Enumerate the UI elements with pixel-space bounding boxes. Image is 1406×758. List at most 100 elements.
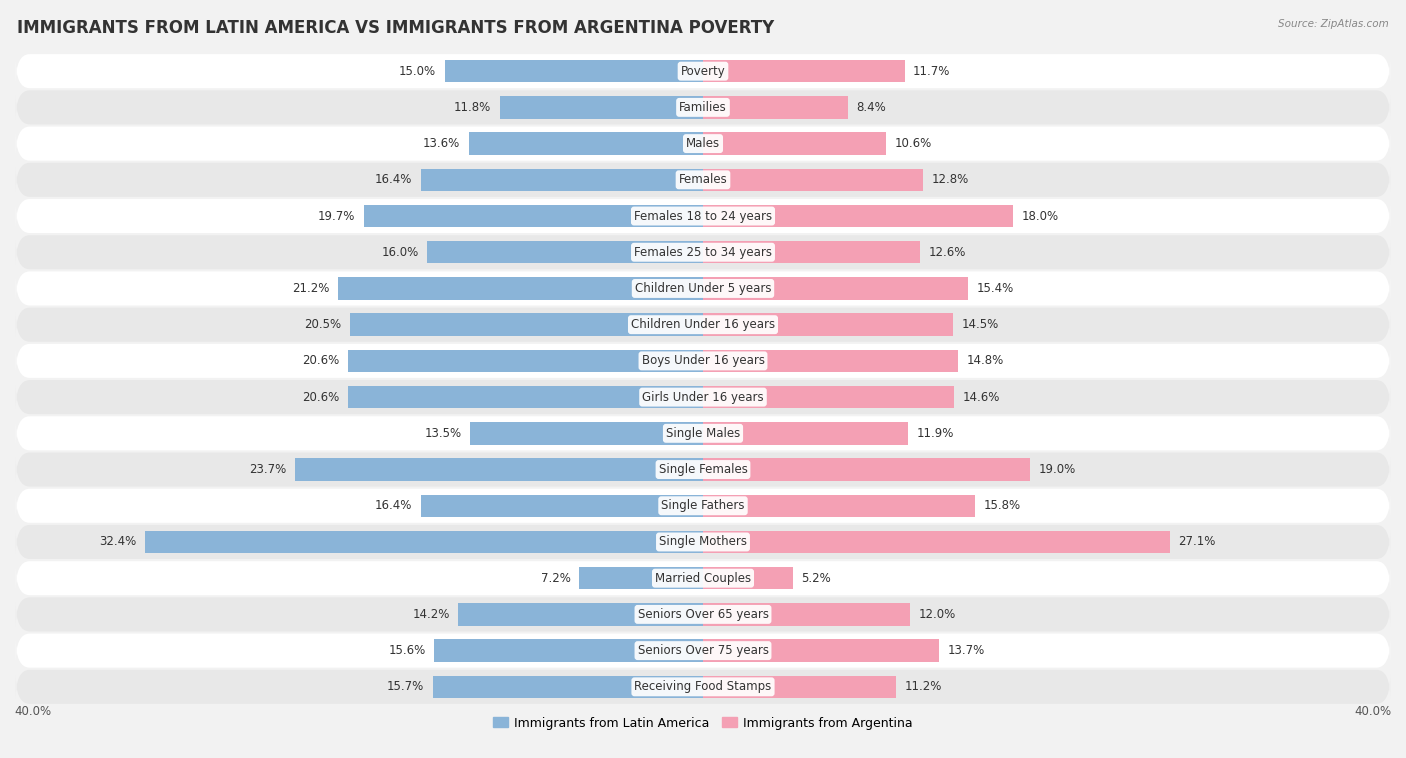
Bar <box>703 96 848 118</box>
Text: 11.8%: 11.8% <box>454 101 491 114</box>
Text: Males: Males <box>686 137 720 150</box>
Bar <box>703 494 976 517</box>
Text: 15.0%: 15.0% <box>399 64 436 77</box>
Text: 14.2%: 14.2% <box>412 608 450 621</box>
Bar <box>703 459 1031 481</box>
Text: Poverty: Poverty <box>681 64 725 77</box>
FancyBboxPatch shape <box>15 634 1391 668</box>
Text: 7.2%: 7.2% <box>540 572 571 584</box>
Bar <box>703 168 924 191</box>
Bar <box>468 133 703 155</box>
FancyBboxPatch shape <box>15 235 1391 269</box>
Text: Children Under 16 years: Children Under 16 years <box>631 318 775 331</box>
Text: 15.6%: 15.6% <box>388 644 426 657</box>
Bar <box>364 205 703 227</box>
Bar <box>703 422 908 444</box>
FancyBboxPatch shape <box>15 163 1391 197</box>
Bar <box>420 168 703 191</box>
Text: Single Mothers: Single Mothers <box>659 535 747 549</box>
Text: 14.5%: 14.5% <box>962 318 998 331</box>
FancyBboxPatch shape <box>15 525 1391 559</box>
Text: Boys Under 16 years: Boys Under 16 years <box>641 355 765 368</box>
Text: Girls Under 16 years: Girls Under 16 years <box>643 390 763 403</box>
FancyBboxPatch shape <box>15 489 1391 523</box>
Text: 15.7%: 15.7% <box>387 681 425 694</box>
FancyBboxPatch shape <box>15 90 1391 124</box>
Text: 13.6%: 13.6% <box>423 137 460 150</box>
Text: Single Males: Single Males <box>666 427 740 440</box>
Text: 20.6%: 20.6% <box>302 355 340 368</box>
Text: 11.7%: 11.7% <box>912 64 950 77</box>
Bar <box>703 640 939 662</box>
Bar <box>427 241 703 264</box>
FancyBboxPatch shape <box>15 127 1391 161</box>
Text: Seniors Over 65 years: Seniors Over 65 years <box>637 608 769 621</box>
Text: 12.6%: 12.6% <box>928 246 966 258</box>
Text: 21.2%: 21.2% <box>292 282 329 295</box>
Text: 23.7%: 23.7% <box>249 463 287 476</box>
Bar <box>350 314 703 336</box>
Text: Single Fathers: Single Fathers <box>661 500 745 512</box>
Text: 13.7%: 13.7% <box>948 644 984 657</box>
FancyBboxPatch shape <box>15 271 1391 305</box>
FancyBboxPatch shape <box>15 597 1391 631</box>
Text: 15.8%: 15.8% <box>984 500 1021 512</box>
Bar <box>703 603 910 625</box>
FancyBboxPatch shape <box>15 308 1391 342</box>
Text: Receiving Food Stamps: Receiving Food Stamps <box>634 681 772 694</box>
FancyBboxPatch shape <box>15 670 1391 704</box>
Text: 15.4%: 15.4% <box>977 282 1014 295</box>
FancyBboxPatch shape <box>15 416 1391 450</box>
Bar <box>337 277 703 299</box>
Bar <box>471 422 703 444</box>
Text: 14.6%: 14.6% <box>963 390 1001 403</box>
Text: 16.4%: 16.4% <box>374 500 412 512</box>
Bar <box>703 675 896 698</box>
Bar <box>420 494 703 517</box>
Bar <box>703 205 1012 227</box>
Text: Children Under 5 years: Children Under 5 years <box>634 282 772 295</box>
Bar <box>703 531 1170 553</box>
Text: 8.4%: 8.4% <box>856 101 886 114</box>
Bar <box>499 96 703 118</box>
Bar <box>145 531 703 553</box>
Bar <box>295 459 703 481</box>
Text: Females 25 to 34 years: Females 25 to 34 years <box>634 246 772 258</box>
Text: 40.0%: 40.0% <box>14 705 51 718</box>
Text: Single Females: Single Females <box>658 463 748 476</box>
Text: Females 18 to 24 years: Females 18 to 24 years <box>634 209 772 223</box>
Text: 19.7%: 19.7% <box>318 209 356 223</box>
Text: 5.2%: 5.2% <box>801 572 831 584</box>
Text: 20.6%: 20.6% <box>302 390 340 403</box>
Bar <box>579 567 703 590</box>
Bar <box>703 314 953 336</box>
Bar <box>458 603 703 625</box>
Text: 11.2%: 11.2% <box>904 681 942 694</box>
Text: 12.0%: 12.0% <box>918 608 956 621</box>
Bar <box>349 386 703 409</box>
Bar <box>703 567 793 590</box>
Text: Seniors Over 75 years: Seniors Over 75 years <box>637 644 769 657</box>
FancyBboxPatch shape <box>15 199 1391 233</box>
Text: 14.8%: 14.8% <box>966 355 1004 368</box>
Text: Females: Females <box>679 174 727 186</box>
Text: 12.8%: 12.8% <box>932 174 969 186</box>
FancyBboxPatch shape <box>15 561 1391 595</box>
Bar <box>444 60 703 83</box>
Text: IMMIGRANTS FROM LATIN AMERICA VS IMMIGRANTS FROM ARGENTINA POVERTY: IMMIGRANTS FROM LATIN AMERICA VS IMMIGRA… <box>17 19 775 37</box>
Text: 11.9%: 11.9% <box>917 427 953 440</box>
Text: 40.0%: 40.0% <box>1355 705 1392 718</box>
Bar <box>434 640 703 662</box>
Text: Married Couples: Married Couples <box>655 572 751 584</box>
FancyBboxPatch shape <box>15 380 1391 414</box>
Bar <box>703 277 969 299</box>
Bar <box>349 349 703 372</box>
Bar <box>703 60 904 83</box>
FancyBboxPatch shape <box>15 54 1391 88</box>
Text: 27.1%: 27.1% <box>1178 535 1216 549</box>
Bar <box>433 675 703 698</box>
Bar <box>703 386 955 409</box>
Text: 18.0%: 18.0% <box>1022 209 1059 223</box>
Text: 16.0%: 16.0% <box>381 246 419 258</box>
Bar <box>703 241 920 264</box>
